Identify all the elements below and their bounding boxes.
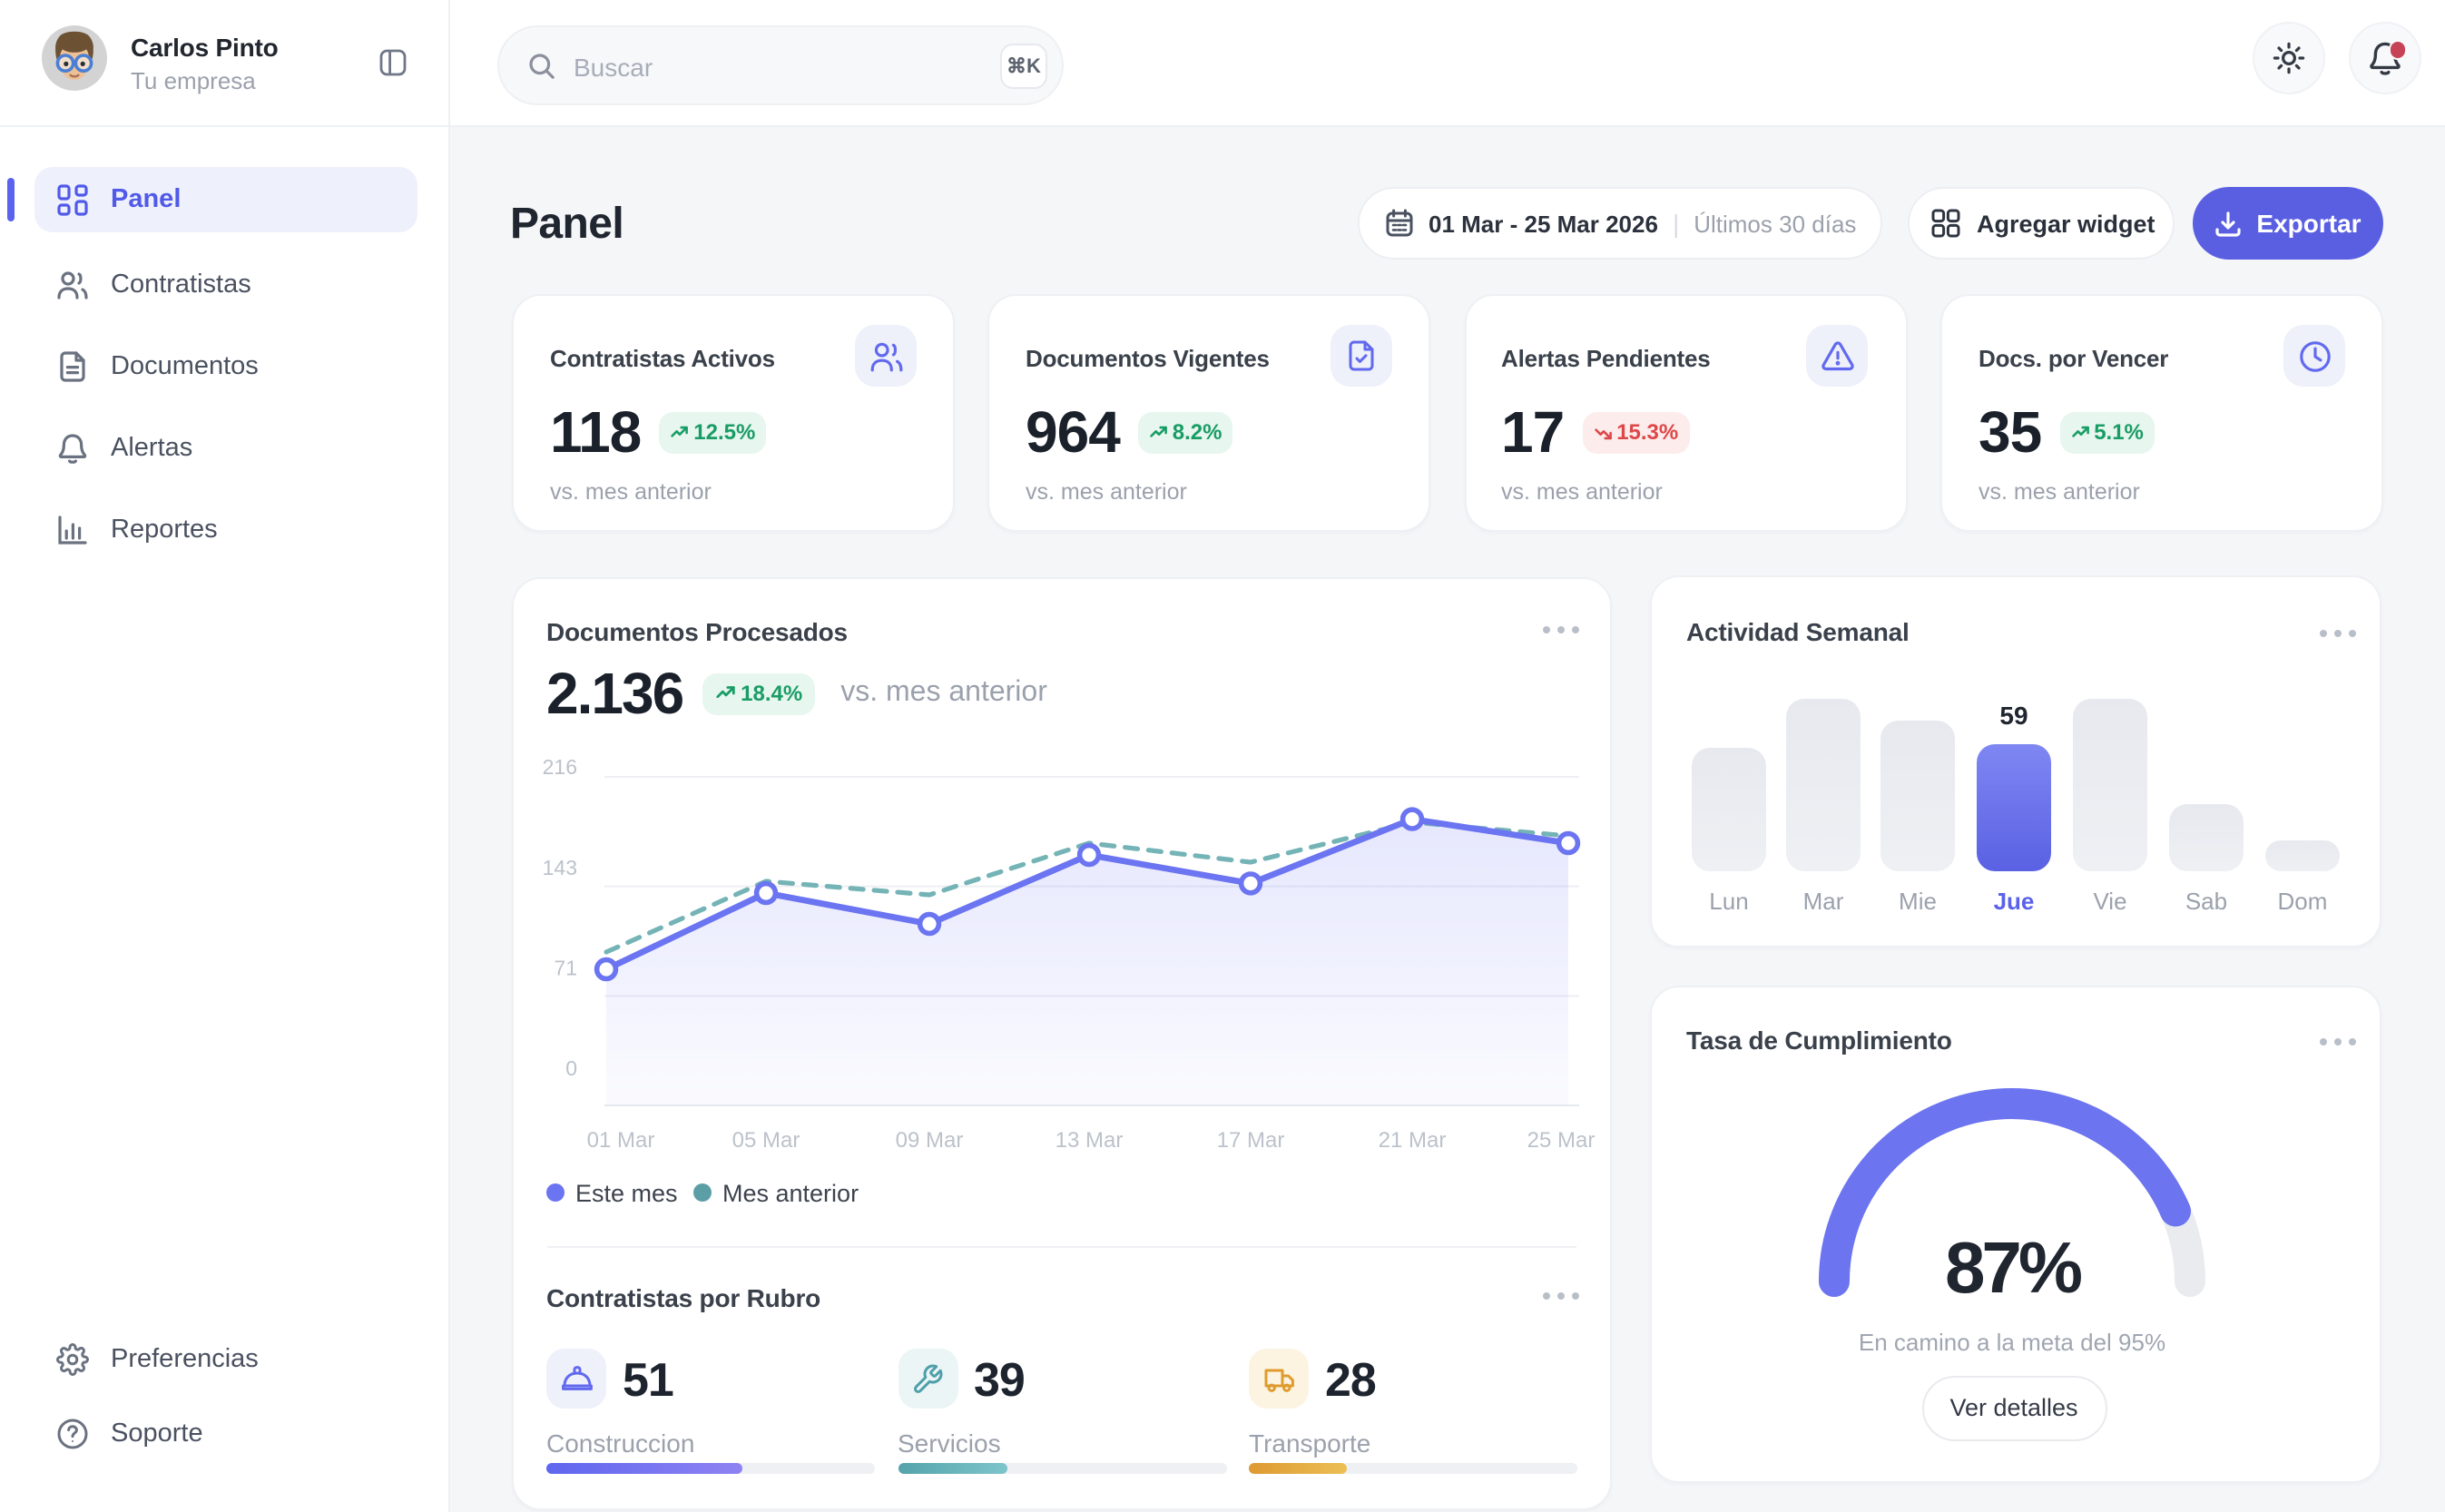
svg-text:0: 0 xyxy=(565,1056,577,1080)
svg-text:13 Mar: 13 Mar xyxy=(1056,1128,1124,1153)
svg-text:09 Mar: 09 Mar xyxy=(896,1128,964,1153)
svg-text:05 Mar: 05 Mar xyxy=(732,1128,800,1153)
svg-text:21 Mar: 21 Mar xyxy=(1379,1128,1447,1153)
svg-text:25 Mar: 25 Mar xyxy=(1527,1128,1596,1153)
svg-text:17 Mar: 17 Mar xyxy=(1217,1128,1285,1153)
svg-text:143: 143 xyxy=(543,856,577,879)
svg-text:71: 71 xyxy=(554,957,577,980)
svg-text:Este mes: Este mes xyxy=(575,1180,678,1207)
svg-text:01 Mar: 01 Mar xyxy=(587,1128,655,1153)
svg-text:216: 216 xyxy=(543,755,577,779)
svg-text:Mes anterior: Mes anterior xyxy=(722,1180,859,1207)
